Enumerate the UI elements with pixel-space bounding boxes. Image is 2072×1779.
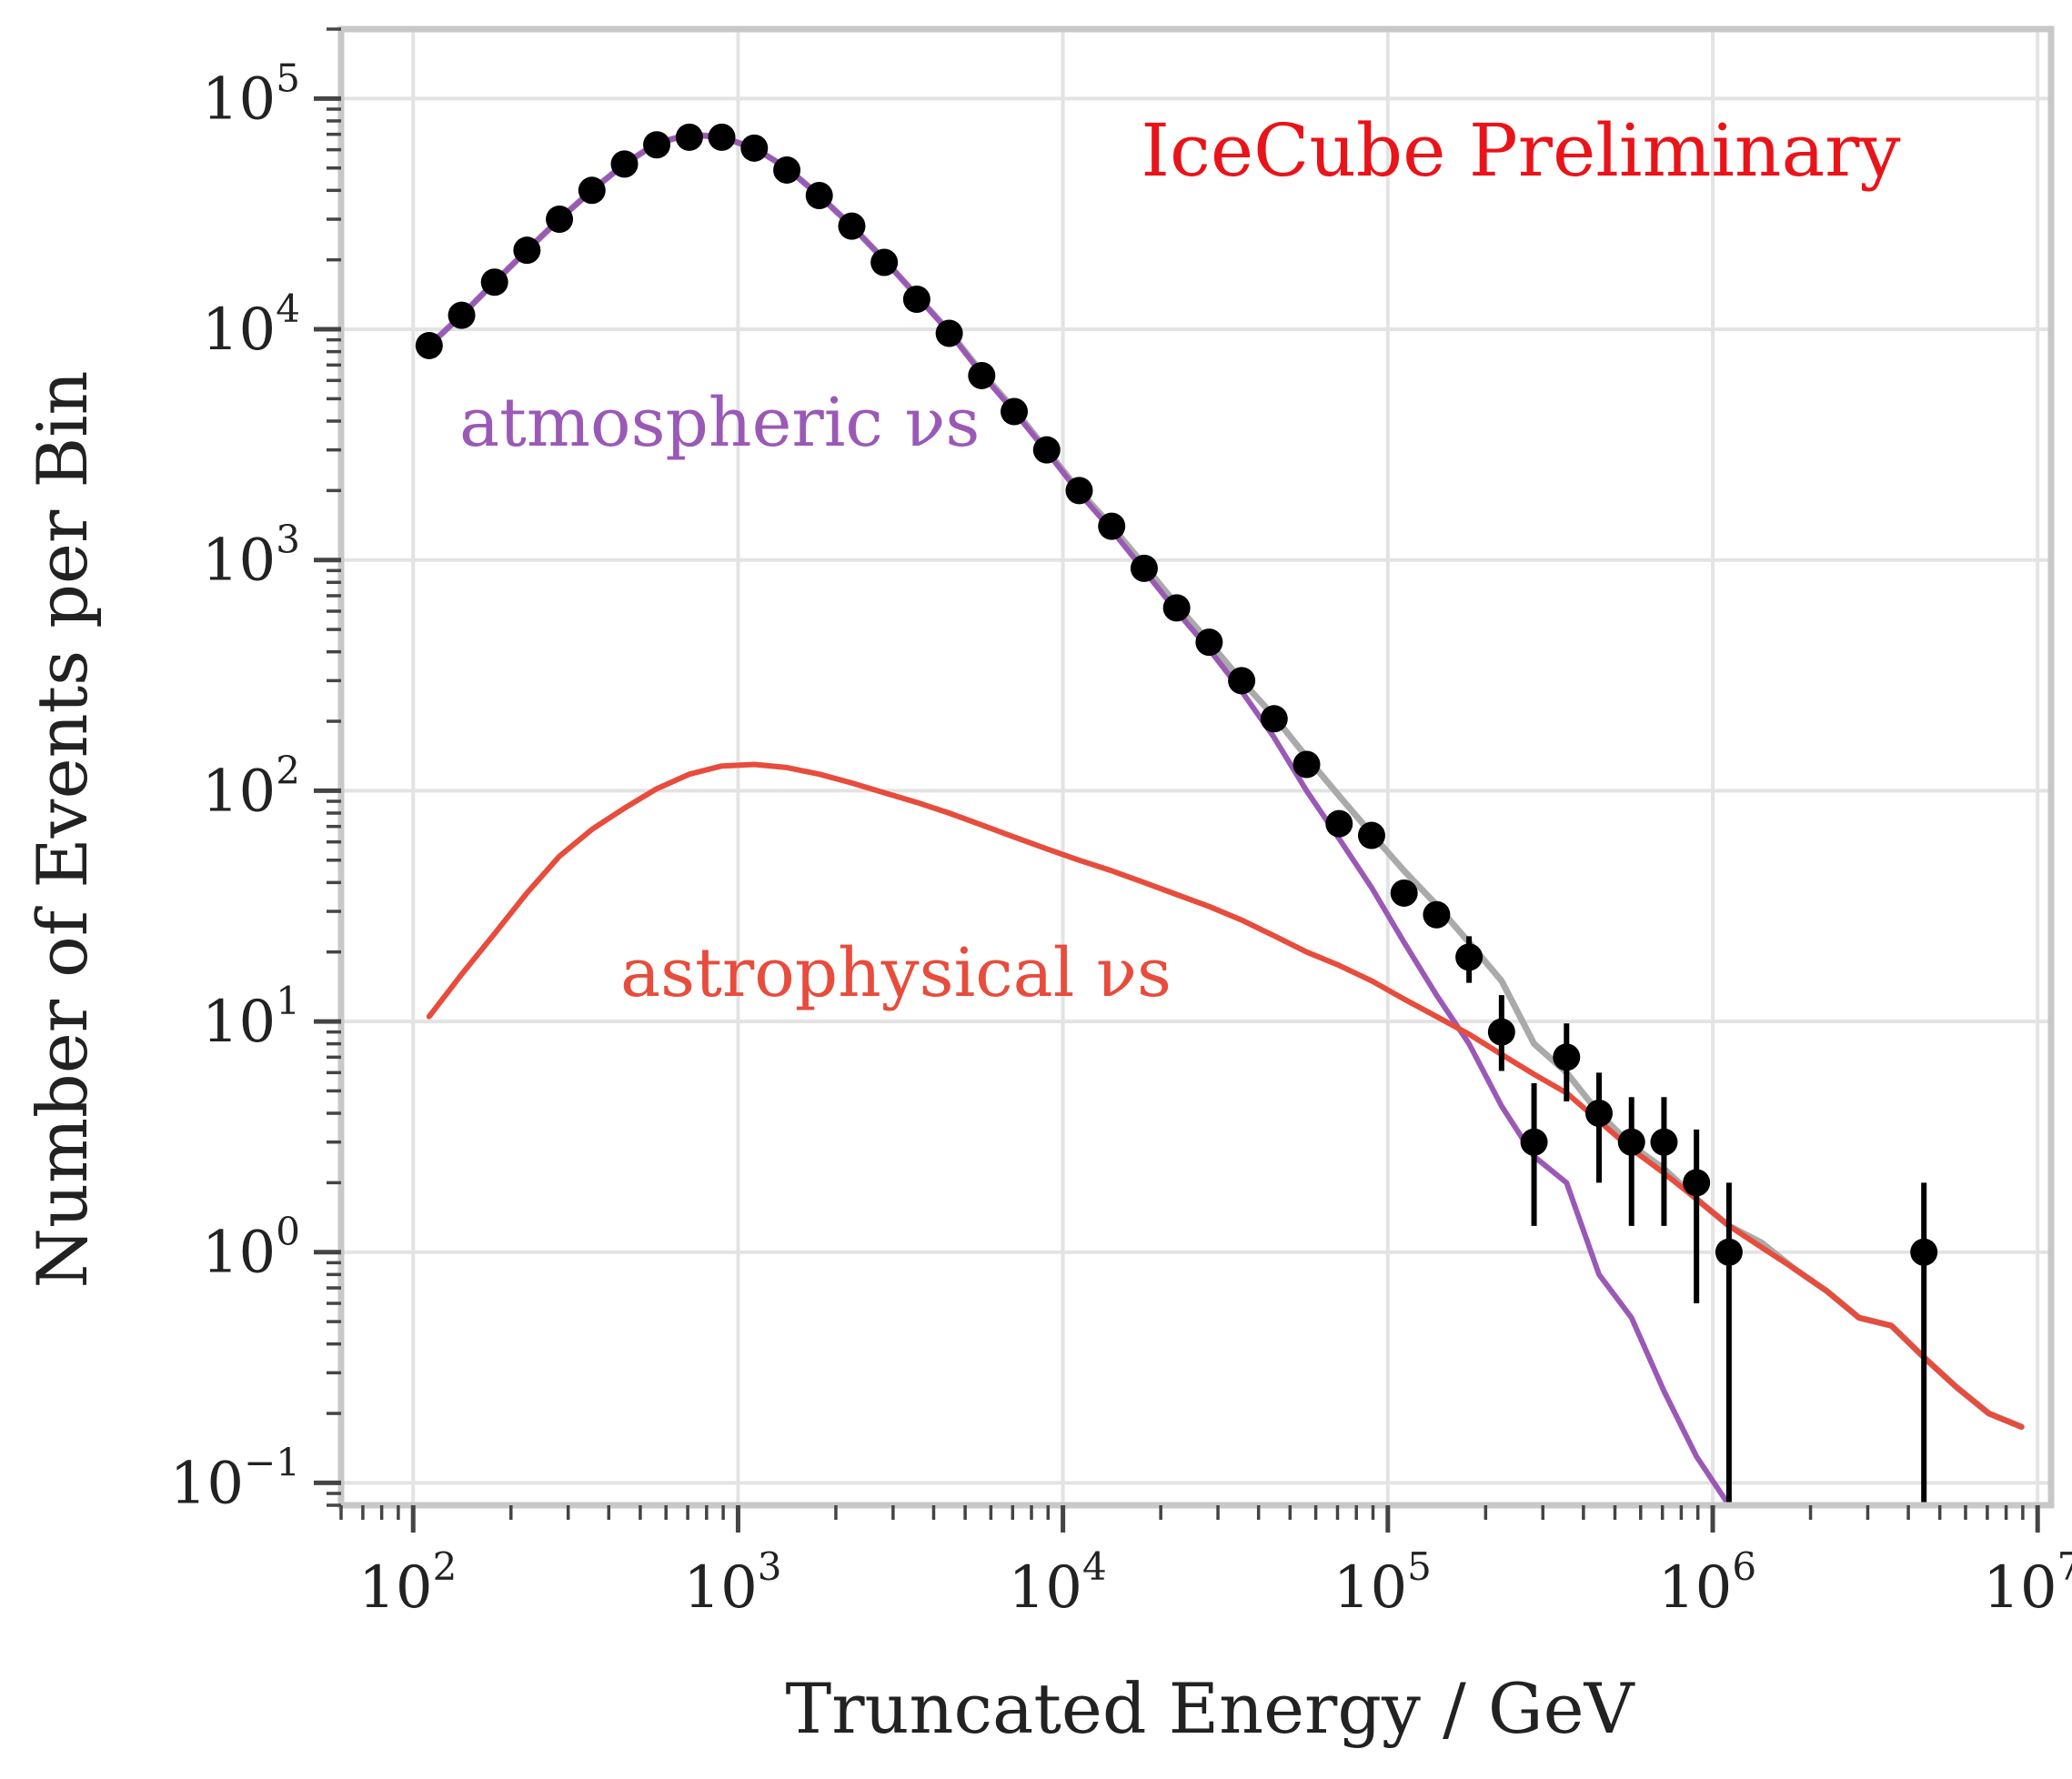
- y-tick-base: 10: [202, 528, 276, 595]
- x-tick-label: 106: [1658, 1544, 1756, 1622]
- data-point: [1390, 879, 1418, 907]
- data-point: [838, 212, 866, 240]
- data-point: [480, 268, 508, 296]
- data-point: [513, 236, 541, 265]
- y-tick-label: 101: [202, 979, 300, 1056]
- plot-frame: [337, 25, 2055, 1509]
- data-point: [1910, 1238, 1938, 1266]
- x-tick-label: 102: [358, 1544, 457, 1622]
- y-tick-label: 105: [202, 55, 300, 133]
- points-layer: [415, 123, 1938, 1505]
- x-tick-base: 10: [1009, 1554, 1082, 1622]
- x-tick-exponent: 5: [1407, 1544, 1432, 1589]
- icecube-preliminary-annotation: IceCube Preliminary: [1141, 108, 1900, 193]
- y-tick-base: 10: [170, 1450, 244, 1517]
- x-tick-base: 10: [1983, 1554, 2057, 1622]
- x-tick-exponent: 7: [2057, 1544, 2072, 1589]
- y-tick-base: 10: [202, 989, 276, 1056]
- data-point: [1130, 554, 1158, 582]
- x-tick-label: 103: [683, 1544, 781, 1622]
- data-point: [448, 301, 476, 329]
- x-tick-base: 10: [1333, 1554, 1407, 1622]
- data-point: [1228, 667, 1256, 695]
- data-point: [1001, 397, 1029, 426]
- x-tick-exponent: 4: [1082, 1544, 1107, 1589]
- data-point: [1195, 628, 1223, 657]
- data-point: [1553, 1043, 1581, 1071]
- ticks-layer: [314, 27, 2040, 1533]
- y-tick-base: 10: [202, 1220, 276, 1287]
- data-point: [643, 131, 671, 159]
- data-point: [1098, 512, 1126, 540]
- x-tick-label: 104: [1009, 1544, 1107, 1622]
- y-tick-base: 10: [202, 758, 276, 825]
- data-point: [968, 361, 996, 389]
- data-point: [1715, 1238, 1743, 1266]
- data-point: [1357, 821, 1385, 849]
- x-tick-label: 107: [1983, 1544, 2072, 1622]
- data-point: [1162, 594, 1191, 622]
- data-point: [1260, 705, 1288, 733]
- data-point: [805, 181, 833, 209]
- x-tick-label: 105: [1333, 1544, 1432, 1622]
- astrophysical-line: [426, 761, 2025, 1430]
- data-point: [1292, 750, 1321, 779]
- data-point: [1650, 1128, 1678, 1156]
- data-point: [935, 319, 963, 347]
- x-tick-base: 10: [683, 1554, 757, 1622]
- y-tick-label: 10−1: [170, 1440, 300, 1517]
- atmospheric-label: atmospheric νs: [459, 384, 980, 462]
- series-layer: [426, 131, 2025, 1505]
- y-tick-label: 102: [202, 748, 300, 825]
- data-point: [1617, 1128, 1645, 1156]
- atmospheric-line: [426, 131, 1732, 1505]
- y-axis-title: Number of Events per Bin: [22, 371, 103, 1289]
- data-point: [1520, 1128, 1548, 1156]
- data-point: [708, 123, 736, 151]
- data-point: [1455, 943, 1484, 971]
- x-tick-exponent: 2: [433, 1544, 458, 1589]
- astrophysical-label: astrophysical νs: [620, 934, 1172, 1012]
- y-tick-exponent: 0: [276, 1210, 300, 1254]
- y-tick-exponent: 3: [276, 518, 300, 562]
- data-point: [1683, 1169, 1711, 1197]
- y-tick-exponent: 5: [276, 55, 300, 100]
- data-point: [1487, 1018, 1515, 1046]
- y-tick-label: 104: [202, 286, 300, 364]
- grid-layer: [341, 29, 2051, 1505]
- x-axis-title: Truncated Energy / GeV: [786, 1668, 1635, 1749]
- data-point: [902, 285, 930, 313]
- data-point: [1065, 477, 1093, 505]
- data-point: [1585, 1100, 1614, 1128]
- data-point: [1032, 436, 1061, 464]
- data-point: [1423, 900, 1451, 929]
- data-point: [1325, 809, 1353, 838]
- data-point: [578, 176, 606, 205]
- data-point: [546, 206, 574, 234]
- y-tick-exponent: 2: [276, 748, 300, 792]
- data-point: [675, 123, 703, 151]
- x-tick-base: 10: [1658, 1554, 1732, 1622]
- x-tick-base: 10: [358, 1554, 432, 1622]
- y-tick-exponent: 4: [276, 286, 300, 331]
- data-point: [773, 156, 801, 184]
- data-point: [740, 134, 769, 162]
- x-tick-exponent: 6: [1732, 1544, 1756, 1589]
- y-tick-exponent: 1: [276, 979, 300, 1023]
- data-point: [415, 331, 443, 359]
- y-tick-label: 103: [202, 518, 300, 595]
- y-tick-base: 10: [202, 65, 276, 133]
- y-tick-exponent: −1: [244, 1440, 300, 1484]
- data-point: [870, 248, 899, 276]
- y-tick-base: 10: [202, 296, 276, 364]
- y-tick-label: 100: [202, 1210, 300, 1287]
- data-point: [610, 150, 639, 178]
- x-tick-exponent: 3: [758, 1544, 782, 1589]
